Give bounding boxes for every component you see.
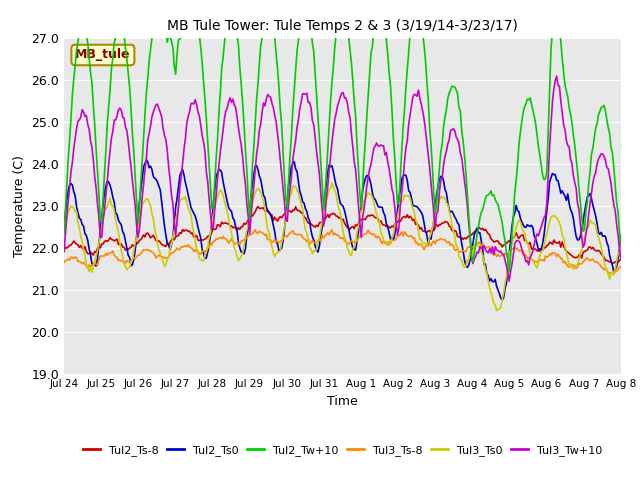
- Legend: Tul2_Ts-8, Tul2_Ts0, Tul2_Tw+10, Tul3_Ts-8, Tul3_Ts0, Tul3_Tw+10: Tul2_Ts-8, Tul2_Ts0, Tul2_Tw+10, Tul3_Ts…: [79, 441, 606, 460]
- Title: MB Tule Tower: Tule Temps 2 & 3 (3/19/14-3/23/17): MB Tule Tower: Tule Temps 2 & 3 (3/19/14…: [167, 19, 518, 33]
- Text: MB_tule: MB_tule: [75, 48, 131, 61]
- X-axis label: Time: Time: [327, 395, 358, 408]
- Y-axis label: Temperature (C): Temperature (C): [13, 156, 26, 257]
